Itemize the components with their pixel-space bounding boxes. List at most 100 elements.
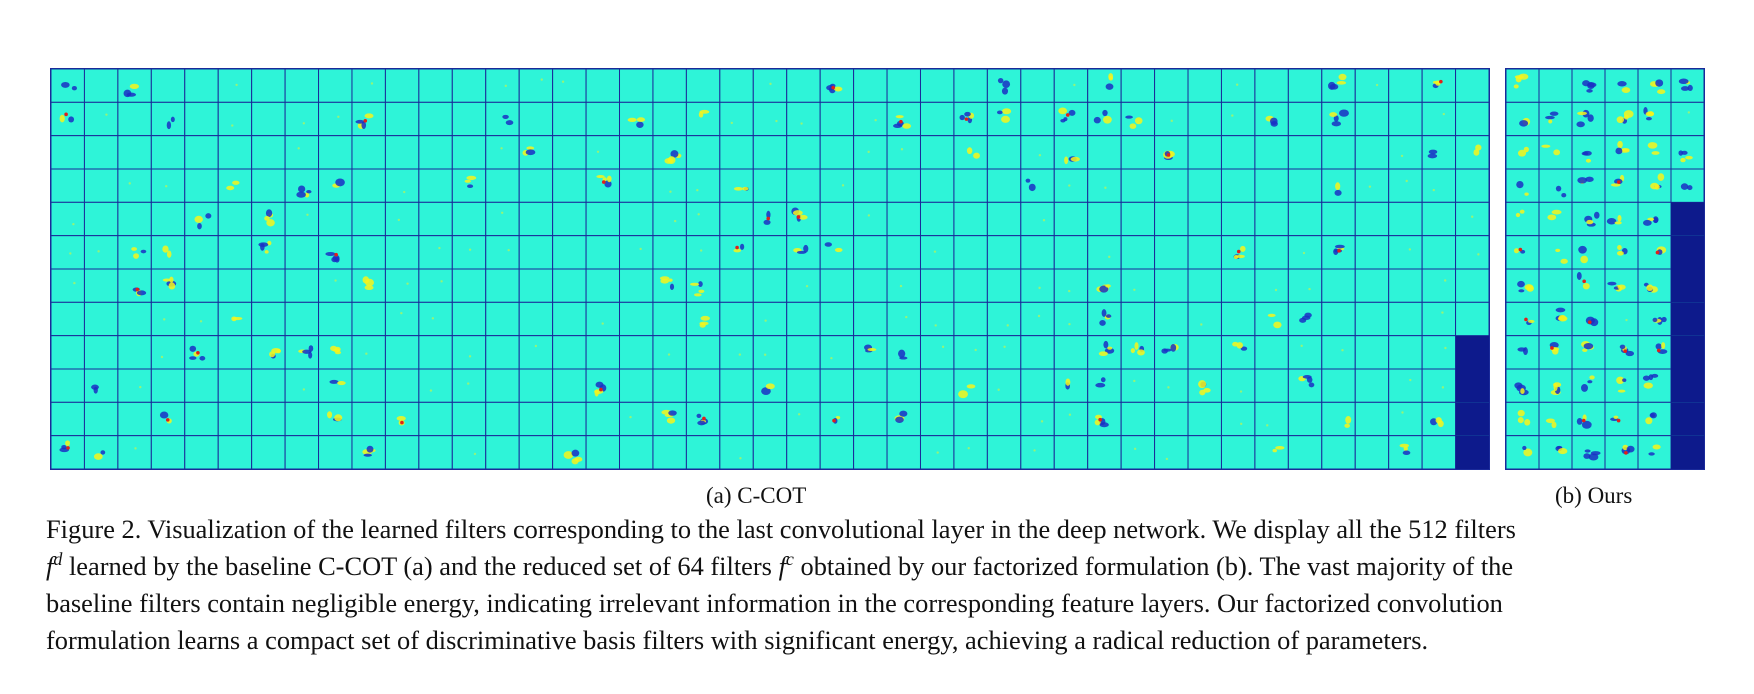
filter-cell (451, 368, 487, 403)
filter-cell (1455, 135, 1489, 170)
filter-cell (1154, 69, 1189, 103)
filter-cell (819, 101, 855, 137)
filter-cell (1154, 335, 1189, 370)
filter-cell (685, 435, 721, 469)
filter-cell (786, 168, 821, 203)
filter-cell (1254, 135, 1289, 170)
filter-cell (1506, 235, 1540, 270)
filter-cell (1120, 135, 1156, 170)
filter-cell (886, 168, 921, 203)
filter-cell (1354, 168, 1390, 203)
empty-cell (1455, 369, 1489, 403)
filter-cell (217, 368, 253, 403)
filter-cell (318, 268, 353, 303)
filter-cell (1354, 368, 1390, 403)
filter-cell (251, 101, 286, 137)
filter-cell (1506, 335, 1540, 370)
filter-cell (251, 168, 286, 203)
filter-cell (919, 135, 955, 170)
filter-cell (318, 401, 353, 437)
filter-cell (1187, 168, 1222, 203)
filter-cell (1053, 301, 1089, 337)
filter-cell (1220, 335, 1256, 370)
figure-caption: Figure 2. Visualization of the learned f… (46, 511, 1706, 659)
filter-cell (652, 401, 687, 437)
filter-cell (1506, 435, 1540, 469)
filter-cell (318, 301, 353, 337)
filter-cell (150, 401, 186, 437)
filter-cell (485, 268, 520, 303)
filter-cell (1421, 335, 1457, 370)
filter-cell (1220, 69, 1256, 103)
filter-cell (585, 168, 621, 203)
filter-cell (1254, 268, 1289, 303)
filter-cell (1670, 135, 1704, 170)
filter-cell (1154, 168, 1189, 203)
filter-cell (919, 168, 955, 203)
caption-line-2-end: obtained by our factorized formulation (… (793, 551, 1514, 581)
filter-cell (1637, 135, 1672, 170)
filter-cell (251, 368, 286, 403)
filter-cell (51, 368, 85, 403)
filter-cell (752, 435, 788, 469)
filter-cell (1637, 69, 1672, 103)
filter-cell (1421, 401, 1457, 437)
filter-cell (953, 401, 988, 437)
filter-cell (150, 235, 186, 270)
filter-cell (251, 69, 286, 103)
filter-cell (853, 335, 888, 370)
filter-cell (953, 168, 988, 203)
filter-cell (51, 201, 85, 237)
filter-cell (1354, 101, 1390, 137)
filter-cell (51, 301, 85, 337)
filter-cell (51, 101, 85, 137)
filter-cell (1455, 235, 1489, 270)
filter-cell (1120, 168, 1156, 203)
empty-cell (1455, 402, 1489, 436)
filter-cell (485, 168, 520, 203)
filter-cell (1020, 135, 1055, 170)
filter-cell (83, 101, 119, 137)
filter-cell (1154, 135, 1189, 170)
filter-cell (318, 235, 353, 270)
caption-line-2-mid: learned by the baseline C-COT (a) and th… (62, 551, 779, 581)
filter-cell (351, 168, 386, 203)
filter-cell (752, 69, 788, 103)
filter-cell (886, 101, 921, 137)
filter-cell (719, 168, 754, 203)
filter-cell (919, 335, 955, 370)
filter-cell (1421, 435, 1457, 469)
filter-cell (217, 201, 253, 237)
filter-cell (1637, 268, 1672, 303)
filter-cell (1388, 401, 1423, 437)
filter-cell (1538, 435, 1573, 469)
filter-cell (1455, 201, 1489, 237)
filter-cell (585, 301, 621, 337)
filter-cell (1087, 135, 1122, 170)
filter-cell (1020, 401, 1055, 437)
filter-cell (652, 101, 687, 137)
filter-cell (953, 101, 988, 137)
filter-cell (217, 101, 253, 137)
filter-cell (685, 201, 721, 237)
filter-cell (1421, 201, 1457, 237)
filter-cell (919, 301, 955, 337)
filter-cell (451, 268, 487, 303)
filter-cell (1187, 268, 1222, 303)
filter-cell (1388, 168, 1423, 203)
filter-cell (986, 435, 1022, 469)
filter-cell (1087, 335, 1122, 370)
filter-cell (986, 368, 1022, 403)
filter-cell (619, 368, 654, 403)
filter-cell (83, 301, 119, 337)
filter-cell (384, 268, 420, 303)
filter-cell (117, 201, 152, 237)
filter-cell (318, 101, 353, 137)
filter-cell (184, 335, 219, 370)
filter-cell (853, 69, 888, 103)
filter-cell (853, 435, 888, 469)
filter-cell (251, 135, 286, 170)
filter-cell (1354, 335, 1390, 370)
filter-cell (986, 401, 1022, 437)
filter-cell (719, 235, 754, 270)
